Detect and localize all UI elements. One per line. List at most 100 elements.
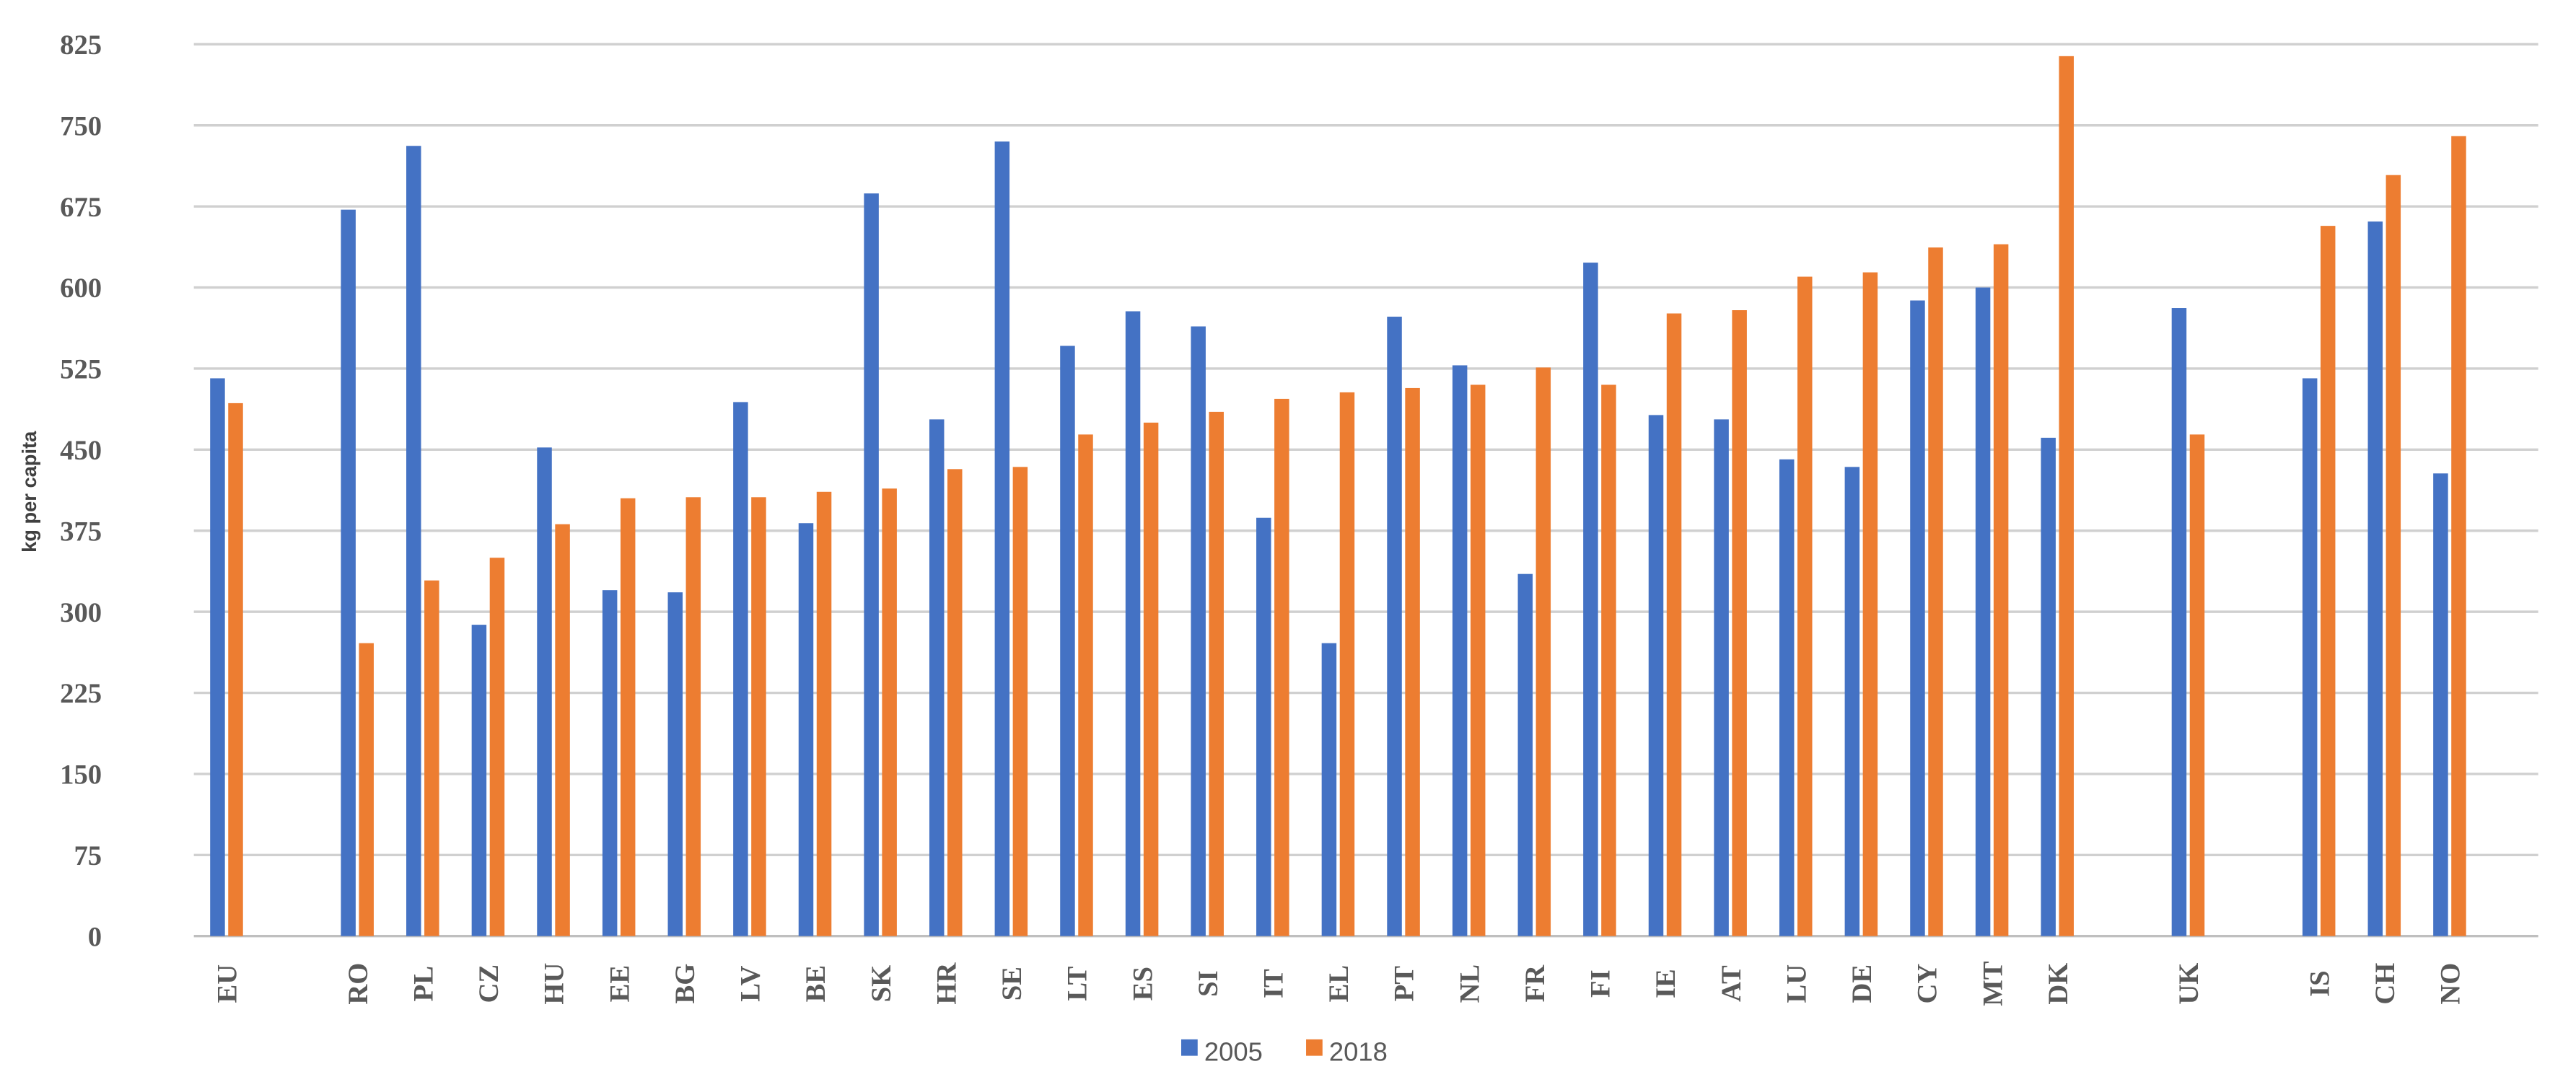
bar-2018-CH (2386, 175, 2401, 936)
bar-2005-BE (798, 523, 814, 936)
bar-2005-HR (929, 419, 945, 936)
x-tick-label: DE (1847, 964, 1878, 1003)
y-axis-label: kg per capita (18, 431, 40, 553)
bar-2018-HU (555, 524, 570, 936)
bar-2018-BG (685, 497, 701, 936)
y-tick-label: 75 (74, 841, 102, 871)
bar-2018-PT (1405, 387, 1420, 936)
bar-2018-CY (1928, 247, 1943, 936)
x-tick-label: IS (2305, 970, 2335, 997)
bar-2018-HR (947, 469, 963, 936)
bar-2005-HU (537, 447, 552, 936)
bar-2018-SE (1012, 467, 1028, 936)
x-tick-label: EE (605, 965, 635, 1003)
x-tick-label: HU (540, 963, 570, 1005)
y-axis-ticks: 0 75 150 225 300 375 450 525 600 675 750 825 (60, 30, 102, 952)
bar-2005-MT (1975, 287, 1991, 936)
bar-2018-DK (2059, 56, 2074, 936)
x-tick-label: LV (736, 966, 766, 1002)
x-tick-label: FI (1586, 969, 1616, 998)
bar-2018-BE (816, 491, 832, 936)
x-tick-label: RO (343, 963, 374, 1005)
bar-2018-EE (620, 498, 636, 936)
bar-2005-DE (1844, 467, 1860, 936)
x-tick-label: CZ (474, 964, 504, 1003)
bar-2018-ES (1143, 422, 1159, 936)
bar-2005-IE (1648, 415, 1664, 936)
legend: 2005 2018 (1181, 1037, 1388, 1066)
bar-2018-MT (1993, 244, 2009, 936)
bar-2005-EE (602, 590, 618, 936)
bar-2018-SK (882, 488, 897, 936)
bar-2005-IS (2302, 378, 2318, 936)
bar-2018-NL (1470, 384, 1486, 936)
x-tick-label: EU (213, 964, 243, 1003)
bar-2018-IT (1274, 398, 1289, 936)
x-tick-label: PT (1390, 966, 1420, 1002)
bar-2018-NO (2451, 136, 2466, 936)
x-tick-label: FR (1520, 964, 1551, 1003)
x-tick-label: AT (1717, 965, 1747, 1002)
x-tick-label: NL (1455, 964, 1485, 1003)
bar-2005-BG (667, 592, 683, 936)
bar-2005-NO (2433, 473, 2448, 936)
x-tick-label: NO (2436, 963, 2466, 1005)
bars (210, 56, 2466, 936)
x-tick-label: HR (932, 962, 962, 1005)
bar-2005-SE (994, 141, 1010, 936)
bar-2005-IT (1256, 517, 1271, 936)
x-tick-label: PL (408, 966, 439, 1001)
y-tick-label: 375 (60, 516, 102, 547)
y-tick-label: 525 (60, 355, 102, 385)
bar-2018-LT (1078, 434, 1093, 936)
y-tick-label: 225 (60, 679, 102, 709)
x-tick-label: SE (997, 967, 1028, 1000)
bar-2018-AT (1732, 310, 1747, 936)
x-tick-label: MT (1978, 961, 2008, 1006)
y-tick-label: 0 (88, 922, 102, 952)
x-tick-label: IT (1258, 969, 1289, 998)
bar-2005-SK (864, 193, 879, 936)
legend-swatch-2005 (1181, 1039, 1198, 1056)
bar-2018-EL (1339, 392, 1355, 936)
bar-2005-NL (1452, 365, 1468, 936)
x-tick-label: CH (2370, 963, 2401, 1005)
bar-2005-RO (341, 209, 356, 936)
bar-2005-CH (2367, 221, 2383, 936)
bar-2005-CZ (471, 625, 487, 936)
bar-2018-DE (1862, 272, 1878, 936)
bar-2005-ES (1125, 311, 1141, 936)
legend-label-2018: 2018 (1329, 1037, 1388, 1066)
bar-2018-IE (1666, 313, 1682, 936)
bar-2005-UK (2171, 308, 2187, 936)
bar-2005-SI (1191, 326, 1206, 936)
x-tick-label: BG (670, 964, 701, 1004)
x-tick-label: ES (1128, 967, 1158, 1000)
x-axis-ticks: EU RO PL CZ HU EE BG LV BE SK HR SE LT ES SI IT EL PT NL FR… (213, 961, 2466, 1006)
bar-2005-LU (1779, 459, 1795, 936)
y-tick-label: 600 (60, 273, 102, 304)
x-tick-label: LU (1782, 964, 1812, 1003)
x-tick-label: SI (1193, 970, 1224, 997)
bar-2005-AT (1714, 419, 1729, 936)
bar-2018-FR (1535, 367, 1551, 936)
bar-2005-PT (1387, 317, 1402, 936)
legend-label-2005: 2005 (1204, 1037, 1263, 1066)
x-tick-label: EL (1324, 965, 1354, 1003)
y-tick-label: 825 (60, 30, 102, 61)
x-tick-label: BE (801, 965, 831, 1003)
gridlines (193, 43, 2538, 938)
x-tick-label: IE (1651, 969, 1681, 998)
bar-2005-FI (1583, 263, 1598, 936)
legend-swatch-2018 (1306, 1039, 1323, 1056)
x-tick-label: SK (867, 965, 897, 1003)
bar-2005-EL (1321, 643, 1337, 936)
bar-2018-PL (424, 580, 439, 936)
bar-2005-DK (2041, 437, 2056, 936)
bar-2018-LU (1797, 276, 1813, 936)
y-tick-label: 300 (60, 598, 102, 628)
bar-2018-SI (1209, 411, 1224, 936)
bar-2005-CY (1910, 300, 1925, 936)
x-tick-label: CY (1913, 964, 1943, 1004)
